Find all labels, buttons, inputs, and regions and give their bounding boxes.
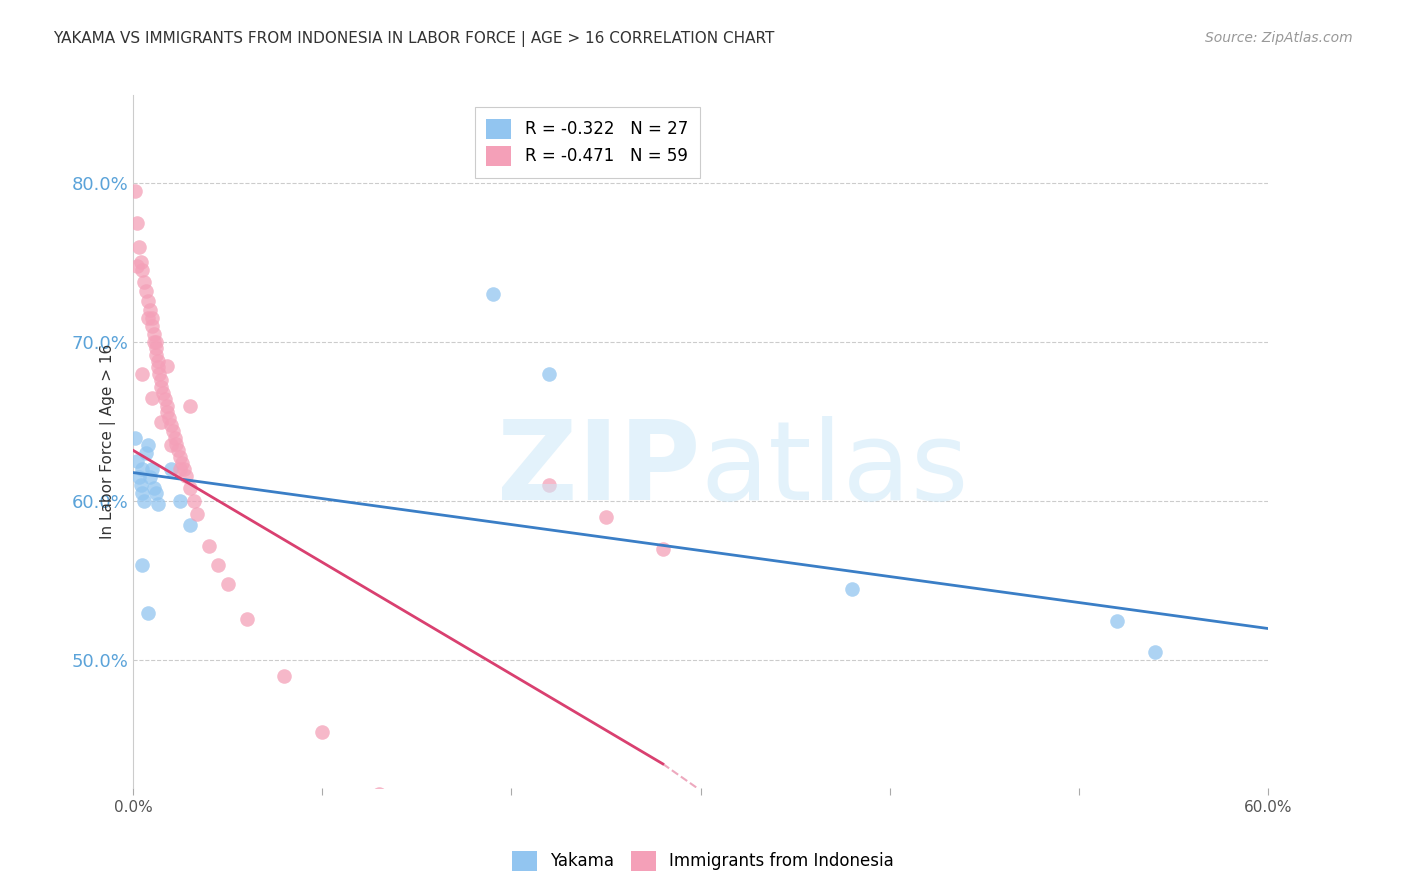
Point	[125, 454, 148, 468]
Point	[125, 259, 148, 273]
Point	[129, 255, 152, 269]
Point	[841, 582, 863, 596]
Point	[156, 359, 179, 373]
Point	[131, 263, 153, 277]
Point	[273, 669, 295, 683]
Point	[142, 482, 165, 496]
Point	[148, 367, 170, 381]
Point	[159, 462, 181, 476]
Point	[128, 239, 150, 253]
Text: Source: ZipAtlas.com: Source: ZipAtlas.com	[1205, 31, 1353, 45]
Point	[167, 443, 190, 458]
Point	[159, 417, 181, 432]
Point	[131, 558, 153, 572]
Point	[135, 284, 157, 298]
Point	[141, 319, 163, 334]
Point	[179, 399, 201, 413]
Point	[179, 518, 201, 533]
Point	[150, 373, 173, 387]
Point	[129, 478, 152, 492]
Point	[150, 379, 173, 393]
Point	[124, 431, 146, 445]
Point	[173, 462, 195, 476]
Point	[538, 478, 561, 492]
Point	[146, 497, 169, 511]
Point	[141, 462, 163, 476]
Y-axis label: In Labor Force | Age > 16: In Labor Force | Age > 16	[100, 344, 117, 539]
Point	[153, 392, 176, 407]
Point	[197, 539, 219, 553]
Point	[141, 391, 163, 405]
Point	[142, 327, 165, 342]
Point	[136, 438, 159, 452]
Point	[481, 868, 503, 882]
Point	[139, 470, 162, 484]
Point	[174, 468, 197, 483]
Point	[595, 510, 617, 524]
Point	[156, 405, 179, 419]
Text: YAKAMA VS IMMIGRANTS FROM INDONESIA IN LABOR FORCE | AGE > 16 CORRELATION CHART: YAKAMA VS IMMIGRANTS FROM INDONESIA IN L…	[53, 31, 775, 47]
Point	[179, 482, 201, 496]
Point	[131, 486, 153, 500]
Point	[368, 787, 391, 801]
Point	[134, 275, 156, 289]
Point	[128, 470, 150, 484]
Point	[481, 287, 503, 301]
Point	[1105, 614, 1128, 628]
Point	[135, 446, 157, 460]
Point	[157, 411, 180, 425]
Point	[186, 507, 208, 521]
Point	[146, 354, 169, 368]
Point	[207, 558, 229, 572]
Point	[169, 494, 191, 508]
Point	[651, 541, 673, 556]
Point	[136, 606, 159, 620]
Point	[145, 334, 167, 349]
Point	[125, 216, 148, 230]
Point	[311, 725, 333, 739]
Point	[141, 311, 163, 326]
Legend: R = -0.322   N = 27, R = -0.471   N = 59: R = -0.322 N = 27, R = -0.471 N = 59	[475, 107, 700, 178]
Point	[169, 462, 191, 476]
Legend: Yakama, Immigrants from Indonesia: Yakama, Immigrants from Indonesia	[503, 842, 903, 880]
Point	[146, 360, 169, 375]
Point	[142, 334, 165, 349]
Point	[183, 494, 205, 508]
Point	[134, 494, 156, 508]
Point	[163, 431, 186, 445]
Point	[136, 293, 159, 308]
Text: ZIP: ZIP	[498, 416, 700, 523]
Point	[131, 462, 153, 476]
Point	[1143, 645, 1166, 659]
Point	[425, 829, 447, 843]
Point	[131, 367, 153, 381]
Point	[156, 399, 179, 413]
Point	[145, 486, 167, 500]
Point	[150, 415, 173, 429]
Point	[145, 342, 167, 356]
Point	[159, 438, 181, 452]
Point	[235, 612, 257, 626]
Point	[124, 184, 146, 198]
Point	[169, 450, 191, 464]
Point	[152, 386, 174, 401]
Point	[538, 367, 561, 381]
Point	[172, 456, 194, 470]
Point	[136, 311, 159, 326]
Point	[162, 424, 184, 438]
Point	[139, 303, 162, 318]
Point	[145, 348, 167, 362]
Point	[166, 437, 188, 451]
Point	[217, 577, 239, 591]
Text: atlas: atlas	[700, 416, 969, 523]
